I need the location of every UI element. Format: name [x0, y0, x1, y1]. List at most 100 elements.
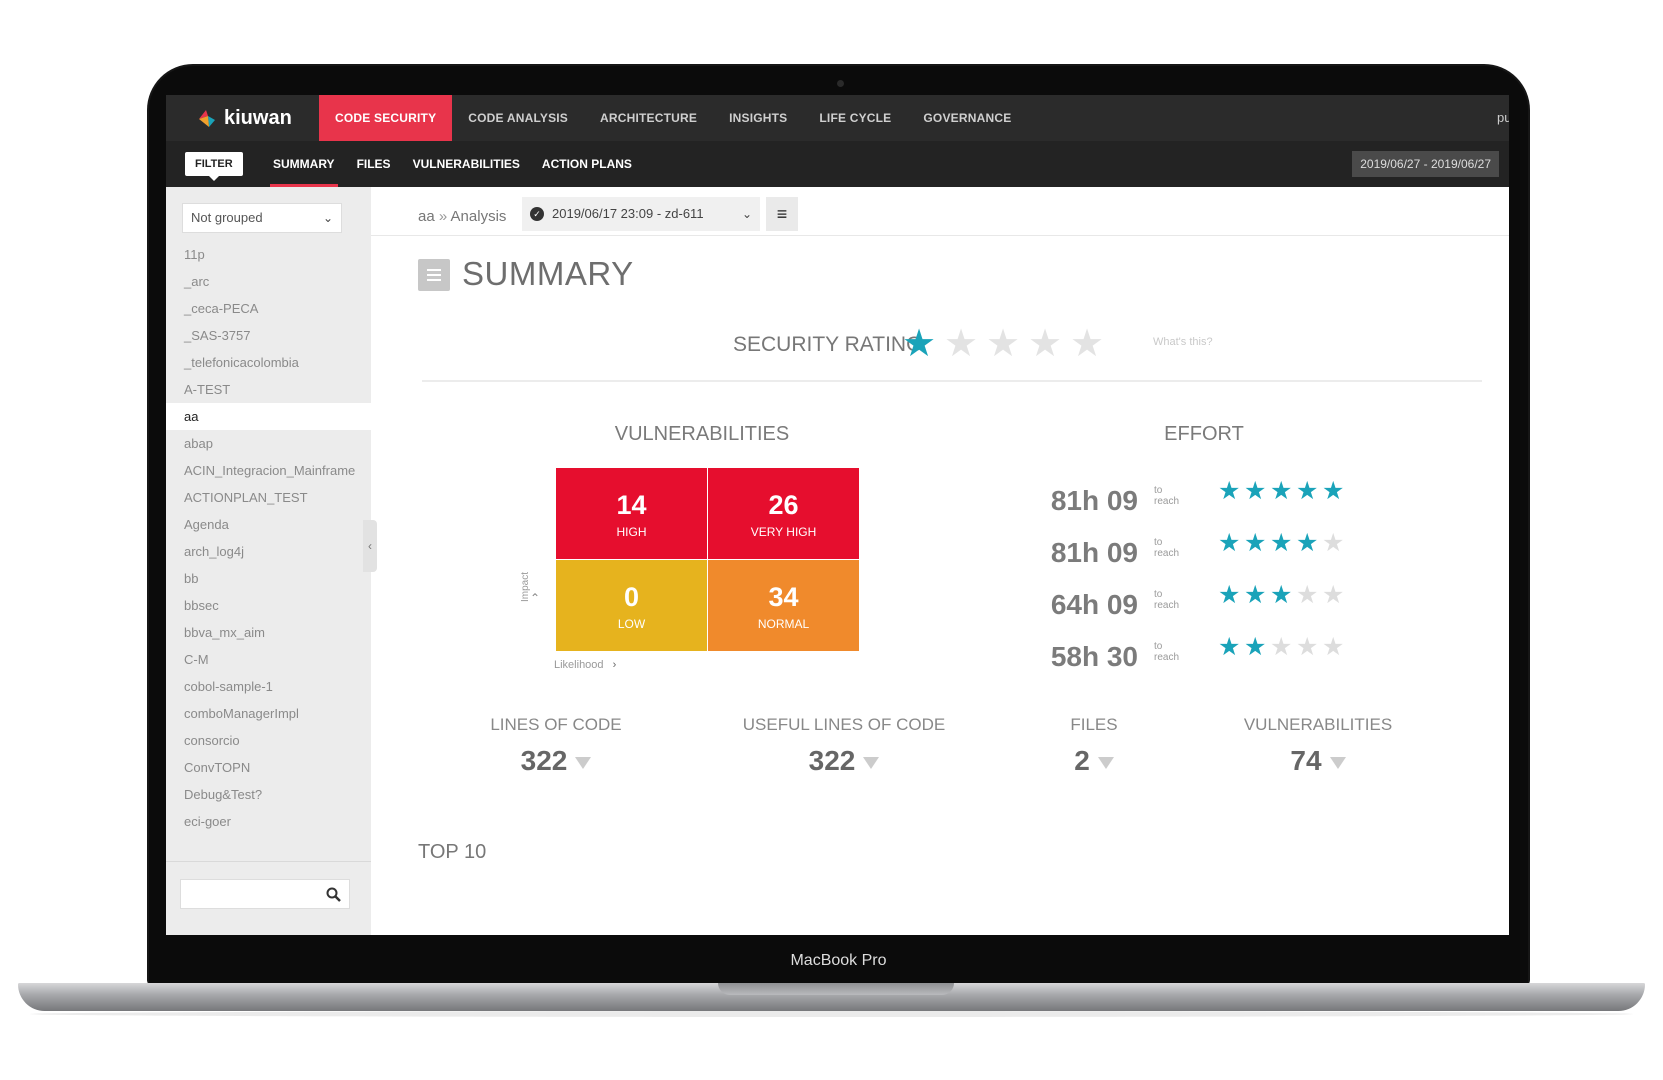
nav-item-architecture[interactable]: ARCHITECTURE [600, 111, 698, 125]
grouping-value: Not grouped [191, 210, 263, 225]
collapse-sidebar-button[interactable]: ‹ [363, 520, 377, 572]
project-list-item[interactable]: bbsec [184, 598, 219, 613]
star-icon: ★ [1322, 633, 1345, 661]
star-icon: ★ [1244, 477, 1267, 505]
metric-number: 322 [808, 745, 856, 776]
caret-down-icon[interactable] [1329, 756, 1346, 769]
count-high: 14 [616, 490, 647, 520]
project-list-item[interactable]: bb [184, 571, 199, 586]
project-list-item[interactable]: aa [166, 403, 371, 430]
project-list-item[interactable]: _SAS-3757 [184, 328, 251, 343]
effort-hours: 58h 30 [1050, 641, 1138, 672]
matrix-cell-high[interactable]: 14 HIGH [556, 468, 707, 559]
user-menu[interactable]: pu [1497, 110, 1509, 125]
whats-this-link[interactable]: What's this? [1153, 336, 1213, 348]
impact-axis-label: Impact [520, 571, 531, 602]
project-sidebar [166, 187, 371, 935]
effort-hours: 81h 09 [1050, 485, 1138, 516]
kiuwan-logo[interactable]: kiuwan [196, 95, 292, 141]
project-list-item[interactable]: ConvTOPN [184, 760, 251, 775]
date-range-picker[interactable]: 2019/06/27 - 2019/06/27 [1352, 151, 1499, 177]
star-icon: ★ [1296, 633, 1319, 661]
project-list-item[interactable]: A-TEST [184, 382, 231, 397]
nav-item-insights[interactable]: INSIGHTS [729, 111, 788, 125]
chevron-right-icon: › [612, 659, 617, 671]
sub-navbar [166, 141, 1509, 187]
nav-item-life-cycle[interactable]: LIFE CYCLE [819, 111, 892, 125]
project-list-item[interactable]: eci-goer [184, 814, 231, 829]
matrix-cell-low[interactable]: 0 LOW [556, 560, 707, 651]
rating-star-icon: ★ [986, 323, 1021, 365]
main-nav: CODE SECURITY CODE ANALYSIS ARCHITECTURE IN… [319, 95, 1027, 141]
star-icon: ★ [1218, 633, 1241, 661]
project-list-item[interactable]: comboManagerImpl [184, 706, 299, 721]
security-rating-label: SECURITY RATING [733, 333, 923, 356]
label-normal: NORMAL [757, 617, 810, 631]
project-list-item[interactable]: cobol-sample-1 [184, 679, 273, 694]
project-list-item[interactable]: ACIN_Integracion_Mainframe [184, 463, 356, 478]
count-low: 0 [623, 582, 640, 612]
project-list-item[interactable]: arch_log4j [184, 544, 244, 559]
security-rating-stars: ★ ★ ★ ★ ★ [902, 325, 1112, 363]
metric-label: FILES [1070, 715, 1118, 734]
matrix-cell-normal[interactable]: 34 NORMAL [708, 560, 859, 651]
star-icon: ★ [1296, 581, 1319, 609]
laptop-brand-label: MacBook Pro [790, 952, 887, 969]
hamburger-menu-button[interactable]: ≡ [766, 197, 798, 231]
effort-hours: 81h 09 [1050, 537, 1138, 568]
project-list-item[interactable]: consorcio [184, 733, 240, 748]
to-reach-label: to reach [1154, 485, 1180, 507]
count-normal: 34 [768, 582, 799, 612]
star-icon: ★ [1296, 529, 1319, 557]
filter-button[interactable]: FILTER [185, 152, 243, 181]
breadcrumb-section[interactable]: Analysis [450, 208, 507, 225]
project-list-item[interactable]: ACTIONPLAN_TEST [184, 490, 308, 505]
effort-hours: 64h 09 [1050, 589, 1138, 620]
app-name: kiuwan [224, 106, 292, 129]
camera [837, 80, 844, 87]
project-list-item[interactable]: _arc [184, 274, 210, 289]
tab-action-plans[interactable]: ACTION PLANS [541, 157, 632, 171]
project-list-item[interactable]: abap [184, 436, 213, 451]
star-icon: ★ [1270, 477, 1293, 505]
project-list-item[interactable]: 11p [184, 247, 205, 262]
matrix-cell-very-high[interactable]: 26 VERY HIGH [708, 468, 859, 559]
project-list-item[interactable]: Agenda [184, 517, 229, 532]
caret-down-icon[interactable] [863, 756, 880, 769]
metric-value: 322 [734, 745, 954, 777]
project-list-item[interactable]: _telefonicacolombia [184, 355, 299, 370]
caret-down-icon[interactable] [575, 756, 592, 769]
to-reach-label: to reach [1154, 537, 1180, 559]
project-list-item[interactable]: Debug&Test? [184, 787, 263, 802]
effort-title: EFFORT [1164, 423, 1244, 445]
tab-summary[interactable]: SUMMARY [262, 141, 346, 187]
metric-value: 322 [446, 745, 666, 777]
project-list-item[interactable]: _ceca-PECA [184, 301, 259, 316]
breadcrumb-project[interactable]: aa [418, 208, 435, 225]
project-list: 11p _arc _ceca-PECA _SAS-3757 _telefonicacol… [166, 241, 371, 831]
tab-files[interactable]: FILES [356, 157, 391, 171]
check-circle-icon: ✓ [530, 207, 544, 221]
metric-number: 74 [1290, 745, 1322, 776]
star-icon: ★ [1218, 581, 1241, 609]
effort-stars: ★ ★ ★ ★ ★ [1218, 531, 1348, 556]
project-search-input[interactable] [180, 879, 350, 909]
likelihood-axis-label: Likelihood › [554, 659, 616, 671]
nav-item-code-security[interactable]: CODE SECURITY [319, 95, 453, 141]
caret-down-icon[interactable] [1097, 756, 1114, 769]
metric-useful-lines-of-code: USEFUL LINES OF CODE 322 [734, 715, 954, 777]
analysis-select[interactable]: ✓ 2019/06/17 23:09 - zd-611 ⌄ [522, 197, 760, 231]
metric-number: 2 [1074, 745, 1090, 776]
project-list-item[interactable]: C-M [184, 652, 209, 667]
effort-stars: ★ ★ ★ ★ ★ [1218, 583, 1348, 608]
metric-files: FILES 2 [984, 715, 1204, 777]
nav-item-governance[interactable]: GOVERNANCE [923, 111, 1012, 125]
star-icon: ★ [1270, 633, 1293, 661]
nav-item-code-analysis[interactable]: CODE ANALYSIS [468, 111, 569, 125]
star-icon: ★ [1322, 529, 1345, 557]
project-list-item[interactable]: bbva_mx_aim [184, 625, 265, 640]
tab-vulnerabilities[interactable]: VULNERABILITIES [412, 157, 520, 171]
star-icon: ★ [1270, 581, 1293, 609]
metric-value: 2 [984, 745, 1204, 777]
grouping-select[interactable]: Not grouped ⌄ [182, 203, 342, 233]
